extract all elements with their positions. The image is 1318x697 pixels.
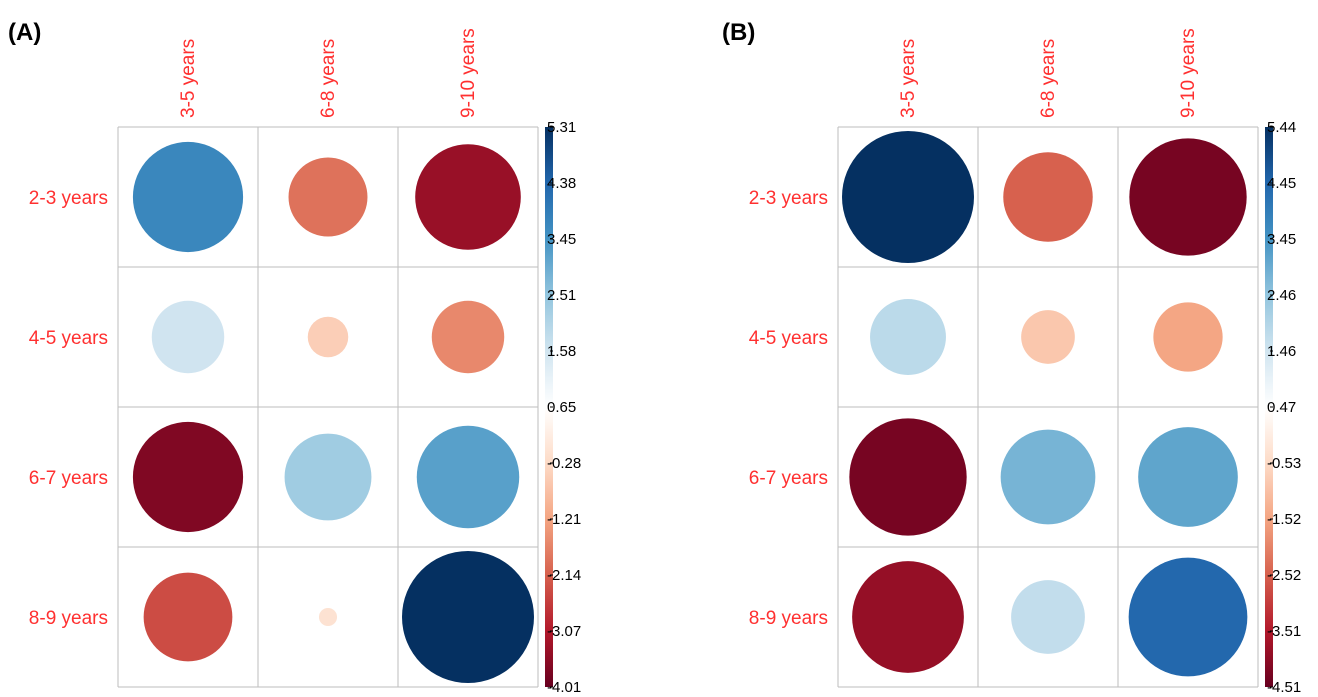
colorbar-tick-label: -1.21 <box>547 511 581 528</box>
data-circle <box>284 433 372 521</box>
row-label: 4-5 years <box>749 328 828 349</box>
colorbar-tick-label: -0.28 <box>547 455 581 472</box>
column-label: 9-10 years <box>1178 28 1199 118</box>
data-circle <box>416 425 520 529</box>
data-circle <box>415 144 521 250</box>
colorbar-tick-label: 3.45 <box>1267 231 1296 248</box>
colorbar-tick-label: 2.51 <box>547 287 576 304</box>
colorbar-tick-label: 3.45 <box>547 231 576 248</box>
colorbar-tick-label: -4.51 <box>1267 679 1301 696</box>
row-label: 8-9 years <box>29 608 108 629</box>
colorbar-tick-label: -3.51 <box>1267 623 1301 640</box>
data-circle <box>1129 138 1247 256</box>
colorbar-tick-label: 1.58 <box>547 343 576 360</box>
data-circle <box>318 607 338 627</box>
data-circle <box>852 561 964 673</box>
data-circle <box>1153 302 1223 372</box>
data-circle <box>307 316 349 358</box>
data-circle <box>132 141 244 253</box>
colorbar-tick-label: -2.14 <box>547 567 581 584</box>
data-circle <box>1000 429 1096 525</box>
data-circle <box>288 157 368 237</box>
row-label: 6-7 years <box>29 468 108 489</box>
row-label: 2-3 years <box>29 188 108 209</box>
panel-label: (B) <box>722 19 755 46</box>
data-circle <box>842 131 974 263</box>
column-label: 6-8 years <box>318 39 339 118</box>
column-label: 3-5 years <box>898 39 919 118</box>
colorbar-tick-label: 0.65 <box>547 399 576 416</box>
colorbar <box>1265 127 1273 687</box>
colorbar-tick-label: 4.45 <box>1267 175 1296 192</box>
colorbar-tick-label: -4.01 <box>547 679 581 696</box>
data-circle <box>132 421 244 533</box>
data-circle <box>849 418 967 536</box>
colorbar-tick-label: 1.46 <box>1267 343 1296 360</box>
data-circle <box>402 551 534 683</box>
data-circle <box>1138 427 1238 527</box>
row-label: 2-3 years <box>749 188 828 209</box>
column-label: 3-5 years <box>178 39 199 118</box>
data-circle <box>143 572 233 662</box>
colorbar-tick-label: 5.44 <box>1267 119 1296 136</box>
colorbar-tick-label: 5.31 <box>547 119 576 136</box>
column-label: 6-8 years <box>1038 39 1059 118</box>
data-circle <box>1021 310 1075 364</box>
data-circle <box>870 299 946 375</box>
data-circle <box>1011 580 1085 654</box>
colorbar-tick-label: -2.52 <box>1267 567 1301 584</box>
data-circle <box>431 300 505 374</box>
colorbar-tick-label: 4.38 <box>547 175 576 192</box>
colorbar-tick-label: 2.46 <box>1267 287 1296 304</box>
row-label: 8-9 years <box>749 608 828 629</box>
colorbar-tick-label: -1.52 <box>1267 511 1301 528</box>
data-circle <box>1003 152 1093 242</box>
data-circle <box>151 300 225 374</box>
panel-label: (A) <box>8 19 41 46</box>
colorbar-tick-label: -3.07 <box>547 623 581 640</box>
colorbar-tick-label: -0.53 <box>1267 455 1301 472</box>
data-circle <box>1128 557 1248 677</box>
colorbar <box>545 127 553 687</box>
row-label: 6-7 years <box>749 468 828 489</box>
row-label: 4-5 years <box>29 328 108 349</box>
column-label: 9-10 years <box>458 28 479 118</box>
colorbar-tick-label: 0.47 <box>1267 399 1296 416</box>
